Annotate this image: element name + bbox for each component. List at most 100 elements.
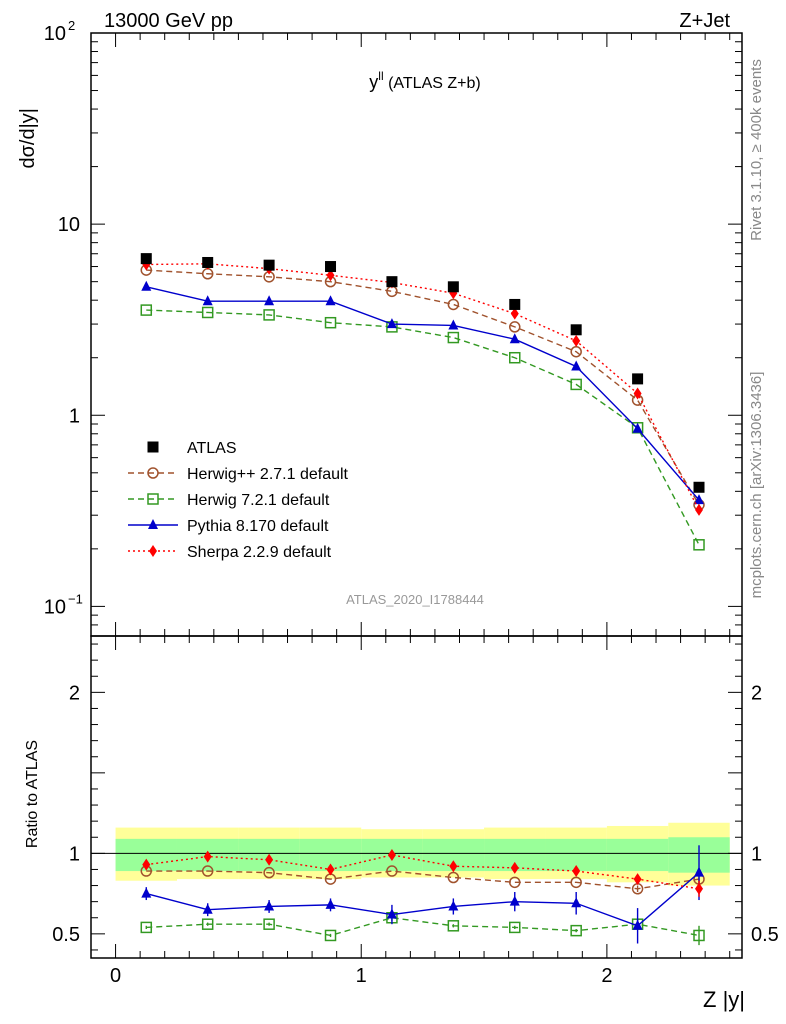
header-process: Z+Jet [679, 10, 730, 32]
data-point [386, 865, 398, 877]
ratio-tick-label-right: 1 [751, 843, 762, 865]
data-point [447, 331, 460, 344]
data-point [326, 269, 335, 282]
plot-title-sup: ll [378, 69, 383, 83]
data-point [694, 494, 705, 505]
data-point [202, 903, 213, 914]
data-point [201, 306, 214, 319]
analysis-id: ATLAS_2020_I1788444 [346, 592, 484, 607]
data-point [693, 539, 705, 551]
data-point [140, 304, 153, 316]
legend-label: Pythia 8.170 default [187, 518, 329, 535]
data-point [633, 873, 642, 886]
data-point [386, 318, 397, 329]
plot-title: yll (ATLAS Z+b) [369, 69, 480, 92]
data-point [264, 900, 275, 911]
y-tick-label: 10 [58, 214, 80, 236]
data-point [202, 295, 213, 306]
data-point [572, 334, 581, 347]
data-point [447, 281, 459, 293]
data-point [509, 321, 521, 333]
plot-title-main: y [369, 72, 378, 92]
ratio-line [146, 870, 700, 890]
data-point [386, 276, 398, 288]
data-point [509, 921, 521, 934]
data-point [141, 280, 152, 291]
y-tick-label: 10 [44, 596, 66, 618]
main-panel [140, 253, 705, 551]
series-line [146, 269, 700, 506]
ratio-line [146, 872, 700, 927]
data-point [263, 866, 275, 879]
data-point [201, 865, 214, 877]
ratio-tick-label: 2 [69, 682, 80, 704]
y-tick-exponent: −1 [68, 591, 83, 606]
data-point [509, 351, 521, 364]
data-point [632, 373, 644, 385]
data-point [326, 863, 335, 876]
data-point [202, 256, 214, 268]
data-point [509, 333, 520, 344]
data-point [203, 850, 212, 863]
data-point [263, 918, 275, 930]
data-point [509, 876, 521, 889]
data-point [448, 319, 459, 330]
data-point [633, 387, 642, 400]
data-point [447, 920, 460, 932]
data-point [632, 919, 643, 930]
ratio-axis-label: Ratio to ATLAS [24, 740, 41, 848]
data-point [447, 871, 460, 884]
data-point [325, 898, 336, 909]
data-point [147, 467, 159, 479]
ratio-line [146, 917, 700, 937]
x-tick-label: 1 [356, 965, 367, 987]
data-point [324, 316, 337, 329]
data-point [147, 441, 159, 453]
data-point [264, 295, 275, 306]
x-axis-label: Z |y| [703, 987, 745, 1012]
data-point [572, 865, 581, 878]
data-point [695, 503, 704, 516]
data-point [263, 259, 275, 271]
data-point [695, 882, 704, 895]
data-point [448, 900, 459, 911]
x-tick-label: 0 [110, 965, 121, 987]
data-point [447, 298, 460, 311]
data-point [201, 918, 214, 930]
legend: ATLAS Herwig++ 2.7.1 default Herwig 7.2.1 … [128, 440, 349, 561]
band-inner [606, 838, 669, 872]
ratio-tick-label: 0.5 [52, 924, 80, 946]
ratio-frame [90, 635, 743, 959]
data-point [142, 858, 151, 871]
y-tick-label: 10 [44, 23, 66, 45]
series-line [146, 286, 700, 501]
data-point [149, 545, 157, 557]
data-point [265, 853, 274, 866]
ratio-tick-label-right: 2 [751, 682, 762, 704]
data-point [449, 860, 458, 873]
data-point [386, 908, 397, 919]
series-line [146, 309, 700, 546]
data-point [141, 887, 152, 898]
ratio-tick-label: 1 [69, 843, 80, 865]
plot-title-rest: (ATLAS Z+b) [384, 75, 481, 92]
legend-label: ATLAS [187, 440, 237, 457]
data-point [570, 876, 582, 889]
data-point [147, 493, 159, 505]
data-point [140, 253, 152, 265]
legend-label: Sherpa 2.2.9 default [187, 544, 332, 561]
legend-label: Herwig++ 2.7.1 default [187, 466, 349, 483]
ratio-line [146, 854, 700, 890]
y-tick-exponent: 2 [68, 18, 75, 33]
data-point [570, 924, 582, 937]
data-point [148, 519, 158, 529]
data-point [140, 921, 153, 934]
data-point [509, 298, 521, 310]
data-point [694, 866, 705, 877]
data-point [387, 848, 396, 861]
data-point [632, 422, 643, 433]
data-point [510, 307, 519, 320]
y-tick-label: 1 [69, 405, 80, 427]
